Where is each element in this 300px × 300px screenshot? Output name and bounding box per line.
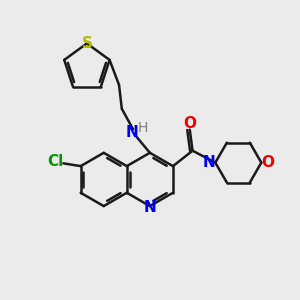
Text: H: H xyxy=(138,121,148,135)
Text: O: O xyxy=(261,155,274,170)
Text: Cl: Cl xyxy=(47,154,64,169)
Text: S: S xyxy=(81,36,92,51)
Text: N: N xyxy=(143,200,156,215)
Text: N: N xyxy=(203,155,215,170)
Text: N: N xyxy=(125,125,138,140)
Text: O: O xyxy=(183,116,196,131)
